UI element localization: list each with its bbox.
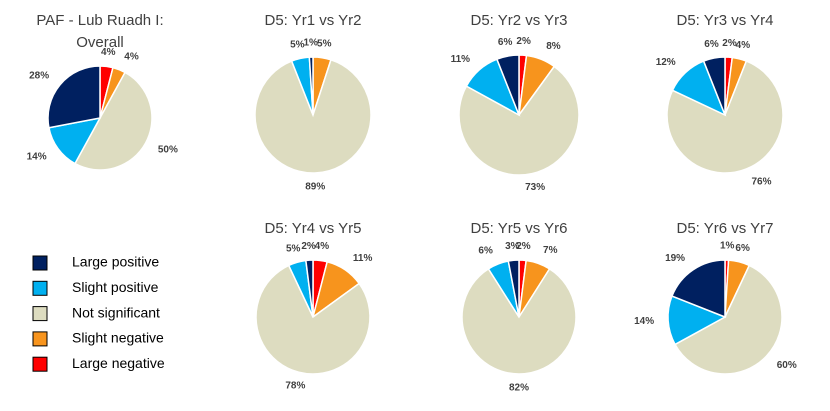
legend-swatch xyxy=(32,331,48,347)
value-label: 2% xyxy=(301,241,316,252)
chart-title: D5: Yr5 vs Yr6 xyxy=(470,220,568,237)
value-label: 11% xyxy=(451,54,471,65)
pie-slice xyxy=(495,54,520,116)
value-label: 12% xyxy=(656,57,676,68)
chart-title: D5: Yr3 vs Yr4 xyxy=(676,12,774,29)
value-label: 60% xyxy=(777,360,797,371)
value-label: 73% xyxy=(525,182,545,193)
pie-slice xyxy=(666,60,784,174)
value-label: 89% xyxy=(305,182,325,193)
chart-title: D5: Yr6 vs Yr7 xyxy=(676,220,774,237)
pie-slice xyxy=(674,264,783,375)
value-label: 14% xyxy=(634,316,654,327)
value-label: 4% xyxy=(101,47,116,58)
value-label: 2% xyxy=(516,241,531,252)
value-label: 6% xyxy=(735,243,750,254)
value-label: 78% xyxy=(285,380,305,391)
legend-label: Not significant xyxy=(72,304,160,320)
pie-slice xyxy=(461,267,577,375)
value-label: 7% xyxy=(543,245,558,256)
legend-swatch xyxy=(32,306,48,322)
pie-slice xyxy=(254,58,372,174)
chart-title: PAF - Lub Ruadh I: Overall xyxy=(36,12,164,51)
value-label: 3% xyxy=(505,241,520,252)
pie-slice xyxy=(671,259,726,319)
value-label: 4% xyxy=(736,40,751,51)
pie-slice xyxy=(305,259,314,318)
legend-swatch xyxy=(32,280,48,296)
value-label: 6% xyxy=(478,246,493,257)
value-label: 50% xyxy=(158,144,178,155)
value-label: 19% xyxy=(665,253,685,264)
pie-slice xyxy=(702,56,726,116)
value-label: 14% xyxy=(27,151,47,162)
pie-slice xyxy=(73,71,153,171)
legend-label: Slight negative xyxy=(72,330,164,346)
pie-slice xyxy=(308,56,314,116)
value-label: 5% xyxy=(286,243,301,254)
pie-slice xyxy=(458,65,580,176)
value-label: 8% xyxy=(546,41,561,52)
value-label: 1% xyxy=(304,38,319,49)
value-label: 4% xyxy=(315,241,330,252)
value-label: 2% xyxy=(516,36,531,47)
pie-slice xyxy=(507,259,520,318)
legend-label: Large negative xyxy=(72,355,165,371)
legend-label: Slight positive xyxy=(72,279,159,295)
pie-slice xyxy=(47,65,101,129)
value-label: 82% xyxy=(509,383,529,394)
value-label: 6% xyxy=(498,37,513,48)
value-label: 6% xyxy=(704,39,719,50)
legend-swatch xyxy=(32,356,48,372)
value-label: 4% xyxy=(124,51,139,62)
pie-slice xyxy=(255,264,371,375)
value-label: 5% xyxy=(317,39,332,50)
legend-swatch xyxy=(32,255,48,271)
value-label: 5% xyxy=(290,39,305,50)
value-label: 76% xyxy=(752,177,772,188)
chart-title: D5: Yr1 vs Yr2 xyxy=(264,12,362,29)
value-label: 28% xyxy=(29,71,49,82)
value-label: 2% xyxy=(722,38,737,49)
legend-label: Large positive xyxy=(72,254,159,270)
chart-title: D5: Yr4 vs Yr5 xyxy=(264,220,362,237)
value-label: 11% xyxy=(353,253,373,264)
value-label: 1% xyxy=(720,241,735,252)
chart-title: D5: Yr2 vs Yr3 xyxy=(470,12,568,29)
